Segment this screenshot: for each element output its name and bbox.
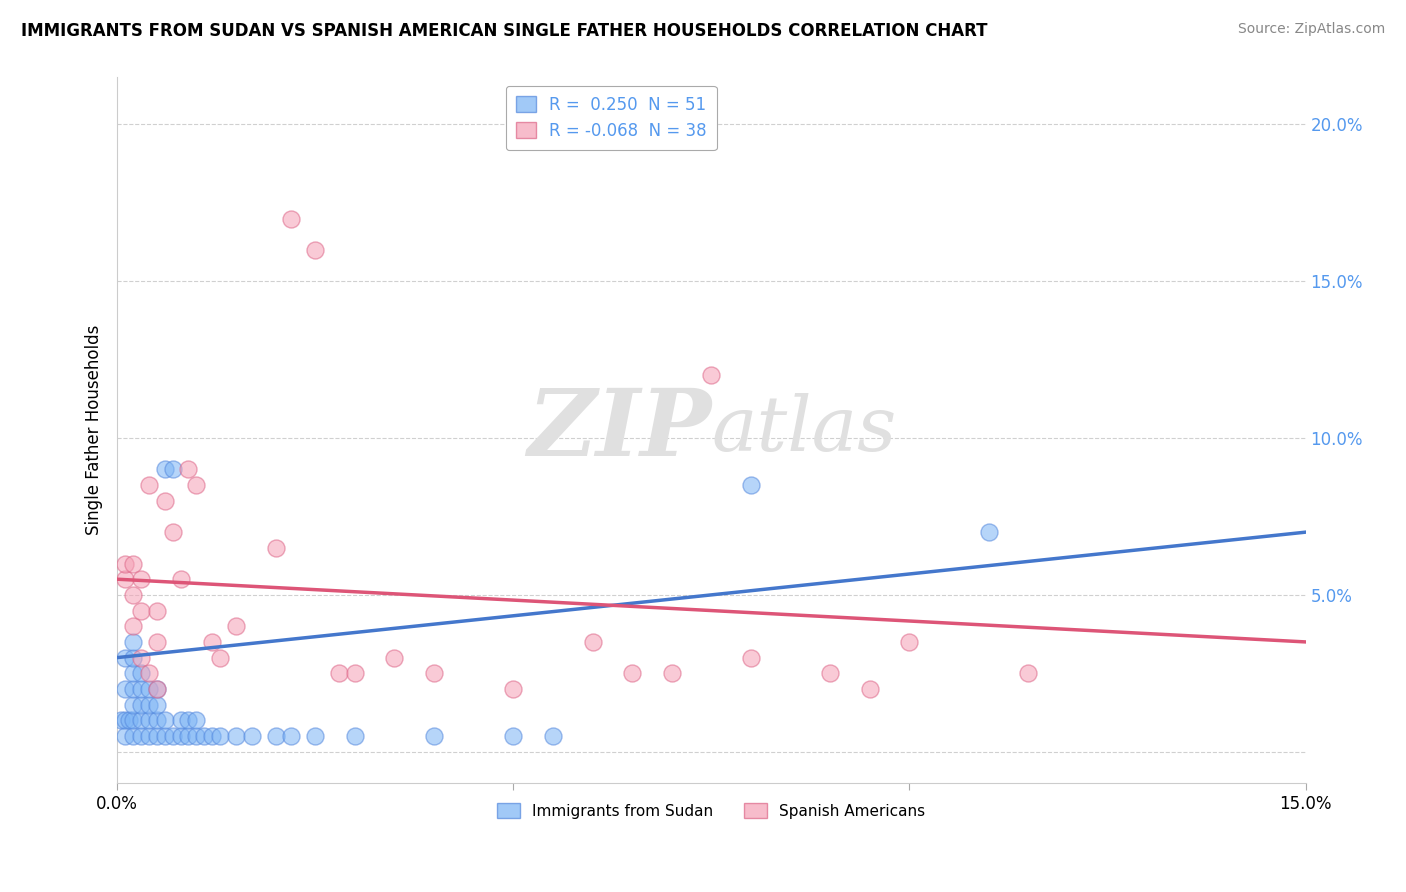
Legend: Immigrants from Sudan, Spanish Americans: Immigrants from Sudan, Spanish Americans xyxy=(491,797,932,825)
Y-axis label: Single Father Households: Single Father Households xyxy=(86,325,103,535)
Point xyxy=(129,698,152,712)
Point xyxy=(114,572,136,586)
Point xyxy=(129,729,152,743)
Point xyxy=(122,650,145,665)
Point xyxy=(118,714,141,728)
Point xyxy=(740,478,762,492)
Point xyxy=(122,666,145,681)
Point xyxy=(541,729,564,743)
Point xyxy=(122,714,145,728)
Point xyxy=(146,681,169,696)
Text: ZIP: ZIP xyxy=(527,385,711,475)
Point xyxy=(225,619,247,633)
Point xyxy=(162,462,184,476)
Point xyxy=(898,635,921,649)
Point xyxy=(209,729,232,743)
Point xyxy=(280,211,302,226)
Point xyxy=(129,603,152,617)
Point xyxy=(328,666,350,681)
Point xyxy=(177,462,200,476)
Point xyxy=(162,729,184,743)
Point xyxy=(264,729,287,743)
Point xyxy=(146,729,169,743)
Point xyxy=(1017,666,1039,681)
Point xyxy=(122,588,145,602)
Point xyxy=(114,650,136,665)
Point xyxy=(193,729,215,743)
Point xyxy=(153,462,176,476)
Point xyxy=(201,729,224,743)
Point xyxy=(122,698,145,712)
Point xyxy=(138,714,160,728)
Point xyxy=(129,650,152,665)
Point xyxy=(240,729,263,743)
Point xyxy=(186,714,208,728)
Point xyxy=(977,525,1000,540)
Point xyxy=(581,635,603,649)
Point xyxy=(201,635,224,649)
Point xyxy=(129,666,152,681)
Point xyxy=(423,729,446,743)
Point xyxy=(146,698,169,712)
Point xyxy=(700,368,723,383)
Point xyxy=(818,666,841,681)
Point xyxy=(169,572,191,586)
Text: atlas: atlas xyxy=(711,393,897,467)
Point xyxy=(304,243,326,257)
Point xyxy=(423,666,446,681)
Point xyxy=(122,557,145,571)
Point xyxy=(129,681,152,696)
Point xyxy=(138,666,160,681)
Point xyxy=(138,729,160,743)
Point xyxy=(146,603,169,617)
Text: Source: ZipAtlas.com: Source: ZipAtlas.com xyxy=(1237,22,1385,37)
Point xyxy=(186,729,208,743)
Point xyxy=(153,729,176,743)
Point xyxy=(186,478,208,492)
Point xyxy=(122,619,145,633)
Point xyxy=(304,729,326,743)
Point xyxy=(146,635,169,649)
Point xyxy=(122,729,145,743)
Point xyxy=(859,681,882,696)
Point xyxy=(177,729,200,743)
Point xyxy=(153,714,176,728)
Point xyxy=(502,729,524,743)
Point xyxy=(129,714,152,728)
Text: IMMIGRANTS FROM SUDAN VS SPANISH AMERICAN SINGLE FATHER HOUSEHOLDS CORRELATION C: IMMIGRANTS FROM SUDAN VS SPANISH AMERICA… xyxy=(21,22,987,40)
Point xyxy=(740,650,762,665)
Point xyxy=(661,666,683,681)
Point xyxy=(122,635,145,649)
Point xyxy=(129,572,152,586)
Point xyxy=(343,666,366,681)
Point xyxy=(621,666,644,681)
Point xyxy=(280,729,302,743)
Point xyxy=(225,729,247,743)
Point xyxy=(146,681,169,696)
Point xyxy=(169,729,191,743)
Point xyxy=(146,714,169,728)
Point xyxy=(138,681,160,696)
Point xyxy=(169,714,191,728)
Point xyxy=(114,729,136,743)
Point xyxy=(264,541,287,555)
Point xyxy=(114,714,136,728)
Point xyxy=(122,681,145,696)
Point xyxy=(138,478,160,492)
Point xyxy=(114,681,136,696)
Point xyxy=(343,729,366,743)
Point xyxy=(502,681,524,696)
Point xyxy=(162,525,184,540)
Point xyxy=(114,557,136,571)
Point xyxy=(384,650,406,665)
Point xyxy=(177,714,200,728)
Point xyxy=(153,493,176,508)
Point xyxy=(209,650,232,665)
Point xyxy=(110,714,132,728)
Point xyxy=(138,698,160,712)
